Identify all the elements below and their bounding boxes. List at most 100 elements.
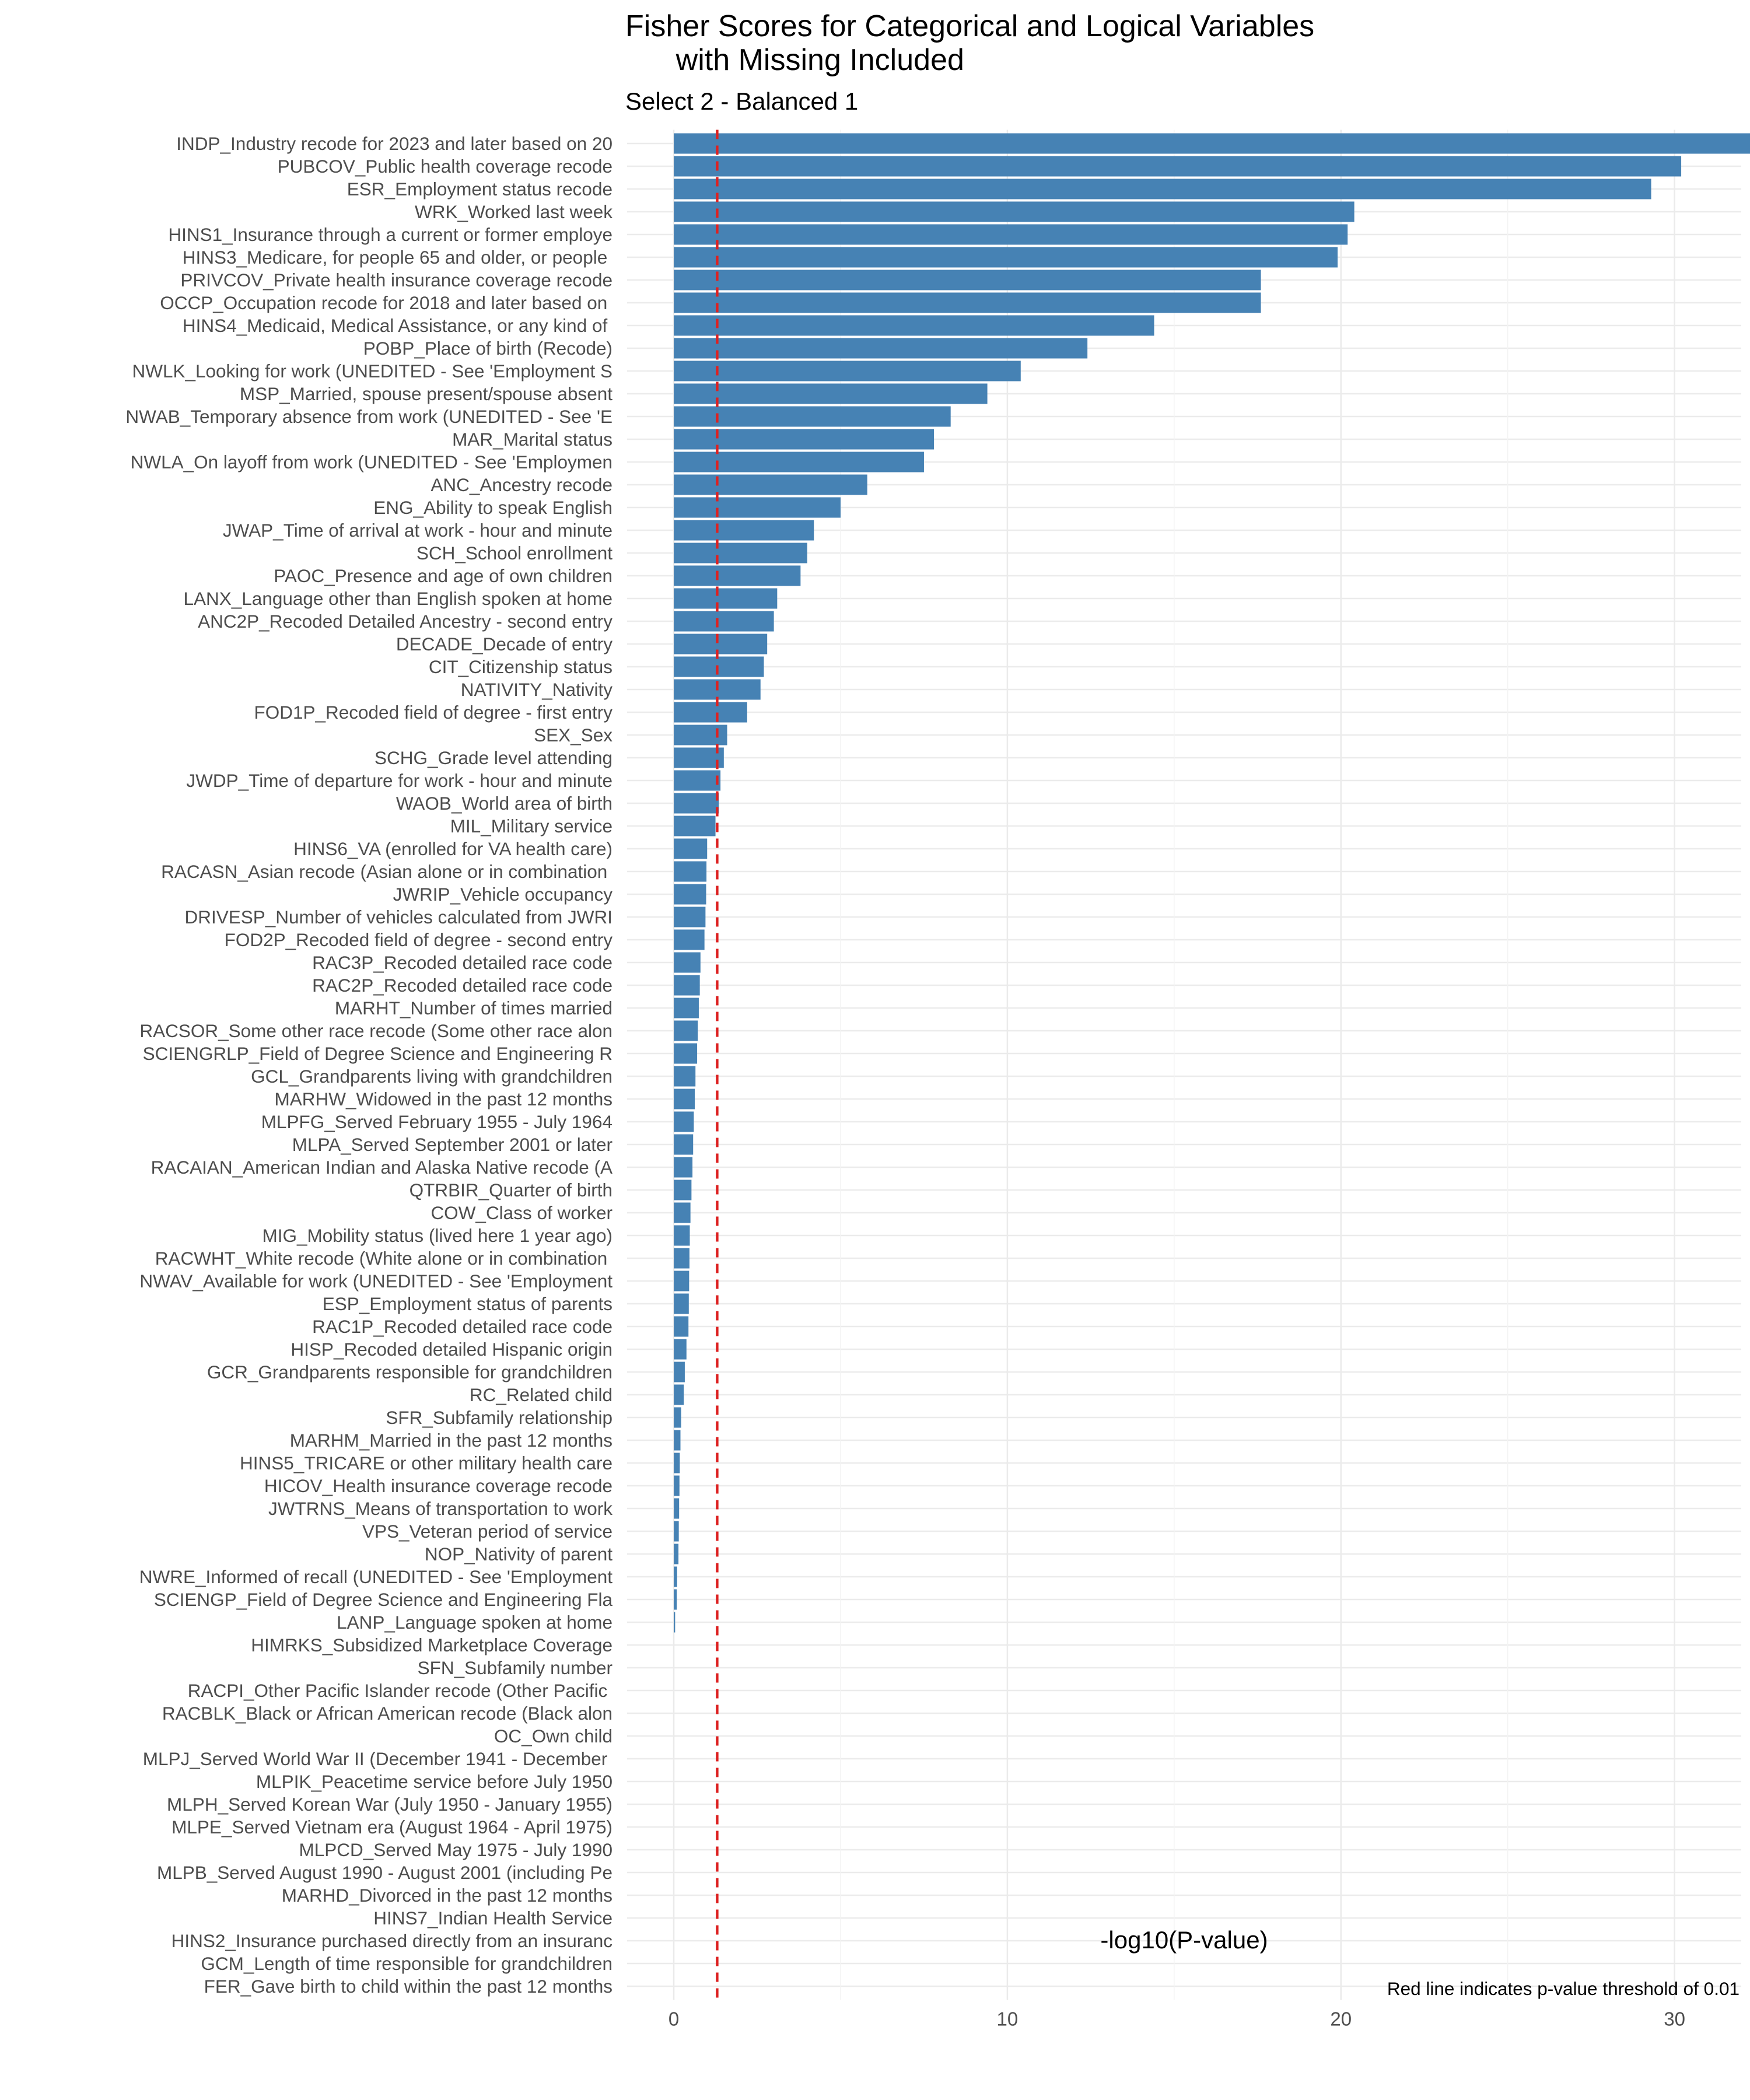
bar	[674, 1270, 690, 1292]
bar	[674, 1407, 681, 1428]
y-axis-tick-label: SFR_Subfamily relationship	[386, 1407, 612, 1428]
bar	[674, 429, 935, 450]
bar	[674, 1566, 677, 1587]
y-axis-tick-label: HINS4_Medicaid, Medical Assistance, or a…	[183, 315, 612, 336]
y-axis-tick-label: LANP_Language spoken at home	[337, 1612, 612, 1633]
y-axis-tick-label: HISP_Recoded detailed Hispanic origin	[290, 1339, 612, 1360]
y-axis-tick-label: MARHD_Divorced in the past 12 months	[282, 1885, 612, 1906]
y-axis-tick-label: ANC_Ancestry recode	[430, 474, 612, 495]
y-axis-tick-label: VPS_Veteran period of service	[362, 1521, 612, 1542]
y-axis-tick-label: PUBCOV_Public health coverage recode	[278, 156, 612, 177]
chart-title: Fisher Scores for Categorical and Logica…	[625, 9, 1314, 77]
y-axis-tick-label: ESR_Employment status recode	[347, 178, 612, 200]
y-axis-tick-label: COW_Class of worker	[430, 1202, 612, 1223]
y-axis-tick-label: HIMRKS_Subsidized Marketplace Coverage	[251, 1634, 612, 1656]
y-axis-tick-label: ANC2P_Recoded Detailed Ancestry - second…	[198, 611, 612, 632]
chart-subtitle: Select 2 - Balanced 1	[625, 88, 858, 115]
y-axis-tick-label: RACWHT_White recode (White alone or in c…	[155, 1248, 612, 1269]
y-axis-tick-label: MARHT_Number of times married	[335, 998, 612, 1019]
bar	[674, 292, 1261, 313]
y-axis-tick-label: GCM_Length of time responsible for grand…	[201, 1953, 612, 1974]
y-axis-tick-label: MSP_Married, spouse present/spouse absen…	[240, 383, 612, 404]
bar	[674, 1020, 698, 1041]
bar	[674, 861, 707, 882]
bar	[674, 770, 721, 791]
y-axis-tick-label: GCR_Grandparents responsible for grandch…	[207, 1362, 612, 1382]
y-axis-tick-label: LANX_Language other than English spoken …	[183, 588, 612, 609]
bar	[674, 1339, 687, 1360]
bar	[674, 1521, 679, 1542]
x-axis-tick-label: 0	[668, 2008, 679, 2030]
y-axis-tick-label: MLPIK_Peacetime service before July 1950	[256, 1771, 612, 1792]
y-axis-tick-label: HINS1_Insurance through a current or for…	[168, 224, 612, 245]
bar	[674, 838, 708, 859]
bar	[674, 1180, 692, 1200]
bar	[674, 1589, 677, 1610]
bar	[674, 270, 1261, 290]
bar	[674, 178, 1651, 200]
y-axis-tick-label: DRIVESP_Number of vehicles calculated fr…	[185, 907, 613, 928]
y-axis-tick-label: HINS2_Insurance purchased directly from …	[172, 1930, 612, 1951]
bar	[674, 724, 727, 746]
y-axis-tick-label: MLPCD_Served May 1975 - July 1990	[299, 1839, 612, 1860]
bar	[674, 1157, 693, 1178]
bar	[674, 611, 774, 632]
bar	[674, 588, 778, 609]
y-axis-tick-label: SFN_Subfamily number	[418, 1657, 612, 1678]
y-axis-tick-label: MIL_Military service	[450, 816, 612, 836]
bar	[674, 133, 1750, 154]
bar	[674, 998, 699, 1019]
bar	[674, 315, 1154, 336]
y-axis-tick-label: POBP_Place of birth (Recode)	[363, 338, 612, 359]
bar	[674, 1544, 679, 1564]
bar	[674, 224, 1348, 245]
bar	[674, 1066, 696, 1087]
y-axis-tick-label: WAOB_World area of birth	[396, 793, 612, 814]
y-axis-tick-label: MLPB_Served August 1990 - August 2001 (i…	[157, 1862, 612, 1883]
y-axis-tick-label: PAOC_Presence and age of own children	[274, 565, 612, 586]
bar	[674, 816, 716, 836]
bar	[674, 1225, 690, 1246]
y-axis-tick-label: FER_Gave birth to child within the past …	[204, 1976, 612, 1997]
y-axis-tick-label: HINS3_Medicare, for people 65 and older,…	[183, 247, 612, 268]
y-axis-tick-label: INDP_Industry recode for 2023 and later …	[176, 133, 612, 154]
x-axis-tick-label: 10	[997, 2008, 1019, 2030]
bar	[674, 542, 807, 564]
y-axis-tick-label: MARHM_Married in the past 12 months	[290, 1430, 612, 1451]
y-axis-tick-label: MIG_Mobility status (lived here 1 year a…	[262, 1225, 613, 1246]
bar	[674, 1293, 689, 1314]
bar	[674, 360, 1021, 382]
bar	[674, 952, 701, 973]
bar	[674, 497, 841, 518]
y-axis-tick-label: MLPJ_Served World War II (December 1941 …	[143, 1748, 612, 1769]
y-axis-tick-label: WRK_Worked last week	[415, 201, 612, 222]
x-axis-tick-label: 30	[1664, 2008, 1685, 2030]
bar	[674, 247, 1338, 268]
y-axis-tick-label: PRIVCOV_Private health insurance coverag…	[180, 270, 612, 290]
y-axis-tick-label: JWAP_Time of arrival at work - hour and …	[223, 520, 612, 541]
bar	[674, 520, 814, 541]
bar	[674, 338, 1088, 359]
bar	[674, 452, 924, 473]
bar	[674, 1202, 691, 1223]
bar	[674, 1612, 676, 1633]
bar	[674, 702, 747, 723]
y-axis-tick-label: QTRBIR_Quarter of birth	[410, 1180, 612, 1200]
y-axis-tick-label: ESP_Employment status of parents	[323, 1293, 612, 1314]
bar	[674, 884, 706, 905]
y-axis-tick-label: NWAV_Available for work (UNEDITED - See …	[139, 1270, 612, 1292]
bar	[674, 1043, 698, 1064]
y-axis-tick-label: GCL_Grandparents living with grandchildr…	[251, 1066, 612, 1087]
bar	[674, 1316, 689, 1337]
y-axis-tick-label: HINS6_VA (enrolled for VA health care)	[293, 838, 612, 859]
y-axis-tick-label: FOD1P_Recoded field of degree - first en…	[254, 702, 612, 723]
y-axis-tick-label: RACASN_Asian recode (Asian alone or in c…	[161, 861, 612, 882]
y-axis-tick-label: JWRIP_Vehicle occupancy	[393, 884, 613, 905]
y-axis-tick-label: SCH_School enrollment	[416, 542, 612, 564]
bar	[674, 747, 724, 768]
y-axis-tick-label: RACAIAN_American Indian and Alaska Nativ…	[151, 1157, 612, 1178]
y-axis-tick-label: RACBLK_Black or African American recode …	[162, 1703, 612, 1724]
y-axis-tick-label: MARHW_Widowed in the past 12 months	[275, 1088, 613, 1110]
y-axis-labels: INDP_Industry recode for 2023 and later …	[125, 133, 612, 1997]
